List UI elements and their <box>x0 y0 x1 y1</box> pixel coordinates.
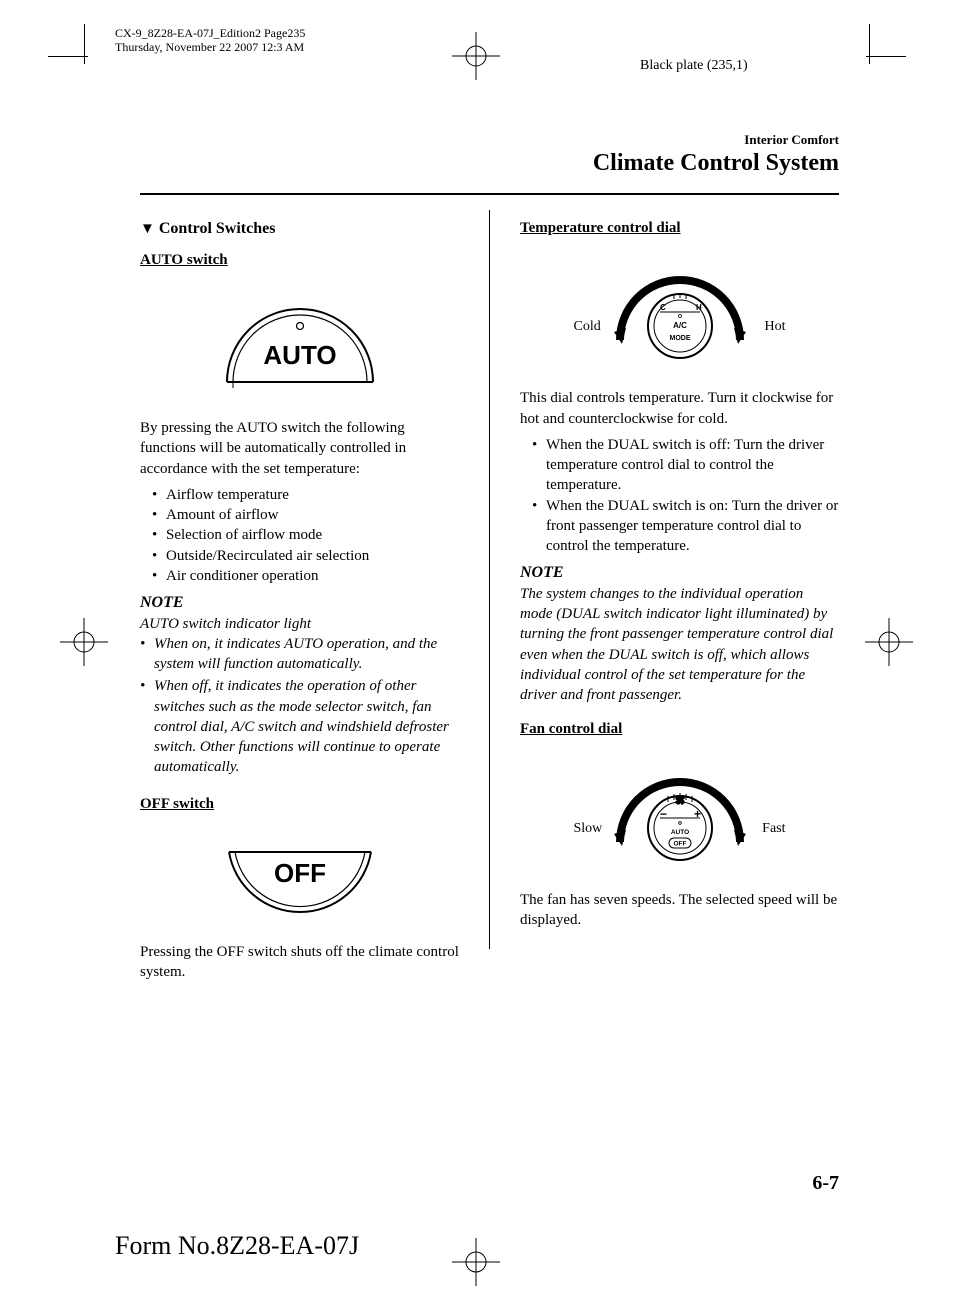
temp-hot-label: Hot <box>765 318 786 337</box>
content-columns: ▼Control Switches AUTO switch AUTO By pr… <box>140 218 839 989</box>
list-item: Selection of airflow mode <box>152 525 459 545</box>
temp-dial-figure: Cold Hot C H A/C MODE <box>580 250 780 370</box>
form-number: Form No.8Z28-EA-07J <box>115 1231 359 1261</box>
crop-mark <box>48 56 88 57</box>
list-item: When off, it indicates the operation of … <box>140 676 459 777</box>
svg-text:−: − <box>660 807 667 821</box>
registration-mark-top <box>452 32 500 80</box>
svg-text:AUTO: AUTO <box>670 829 688 836</box>
column-divider <box>489 210 490 949</box>
control-switches-heading: ▼Control Switches <box>140 218 459 240</box>
svg-text:A/C: A/C <box>673 321 687 330</box>
off-switch-heading: OFF switch <box>140 794 459 814</box>
page-number: 6-7 <box>812 1172 839 1195</box>
list-item: Outside/Recirculated air selection <box>152 546 459 566</box>
svg-text:C: C <box>660 303 666 312</box>
registration-mark-left <box>60 618 108 666</box>
temp-dial-icon: C H A/C MODE <box>580 250 780 370</box>
fan-para: The fan has seven speeds. The selected s… <box>520 890 839 931</box>
svg-text:+: + <box>694 807 701 821</box>
off-button-text: OFF <box>274 858 326 888</box>
list-item: Amount of airflow <box>152 505 459 525</box>
off-button-figure: OFF <box>140 828 459 924</box>
auto-button-figure: AUTO <box>140 284 459 400</box>
off-para: Pressing the OFF switch shuts off the cl… <box>140 942 459 983</box>
section-title: Climate Control System <box>593 150 839 177</box>
auto-button-icon: AUTO <box>215 284 385 394</box>
off-button-icon: OFF <box>215 828 385 918</box>
left-column: ▼Control Switches AUTO switch AUTO By pr… <box>140 218 459 989</box>
temp-bullet-list: When the DUAL switch is off: Turn the dr… <box>532 435 839 557</box>
triangle-icon: ▼ <box>140 221 155 237</box>
header-rule <box>140 193 839 195</box>
list-item: When the DUAL switch is off: Turn the dr… <box>532 435 839 496</box>
registration-mark-right <box>865 618 913 666</box>
fan-dial-icon: − + AUTO OFF <box>580 752 780 872</box>
crop-mark <box>869 24 870 64</box>
right-column: Temperature control dial Cold Hot C H A/… <box>520 218 839 989</box>
note-heading: NOTE <box>140 592 459 614</box>
auto-switch-heading: AUTO switch <box>140 250 459 270</box>
temp-cold-label: Cold <box>574 318 601 337</box>
auto-bullet-list: Airflow temperature Amount of airflow Se… <box>152 485 459 586</box>
svg-text:OFF: OFF <box>673 840 686 847</box>
list-item: Airflow temperature <box>152 485 459 505</box>
list-item: Air conditioner operation <box>152 566 459 586</box>
control-heading-text: Control Switches <box>159 220 276 237</box>
page-meta: CX-9_8Z28-EA-07J_Edition2 Page235 Thursd… <box>115 26 305 55</box>
svg-text:MODE: MODE <box>669 335 690 342</box>
fan-dial-heading: Fan control dial <box>520 719 839 739</box>
note-intro: AUTO switch indicator light <box>140 614 459 634</box>
crop-mark <box>866 56 906 57</box>
black-plate-label: Black plate (235,1) <box>640 58 748 74</box>
meta-line-1: CX-9_8Z28-EA-07J_Edition2 Page235 <box>115 26 305 40</box>
list-item: When on, it indicates AUTO operation, an… <box>140 634 459 675</box>
note-body: The system changes to the individual ope… <box>520 584 839 706</box>
crop-mark <box>84 24 85 64</box>
temp-para: This dial controls temperature. Turn it … <box>520 388 839 429</box>
auto-intro-para: By pressing the AUTO switch the followin… <box>140 418 459 479</box>
fan-fast-label: Fast <box>762 820 785 839</box>
list-item: When the DUAL switch is on: Turn the dri… <box>532 496 839 557</box>
meta-line-2: Thursday, November 22 2007 12:3 AM <box>115 40 305 54</box>
fan-dial-figure: Slow Fast − + AUTO <box>580 752 780 872</box>
registration-mark-bottom <box>452 1238 500 1286</box>
note-heading: NOTE <box>520 562 839 584</box>
auto-button-text: AUTO <box>263 340 336 370</box>
note-body: AUTO switch indicator light When on, it … <box>140 614 459 778</box>
fan-slow-label: Slow <box>574 820 603 839</box>
svg-text:H: H <box>696 303 702 312</box>
header-right: Interior Comfort Climate Control System <box>593 132 839 177</box>
temp-dial-heading: Temperature control dial <box>520 218 839 238</box>
eyebrow: Interior Comfort <box>593 132 839 148</box>
